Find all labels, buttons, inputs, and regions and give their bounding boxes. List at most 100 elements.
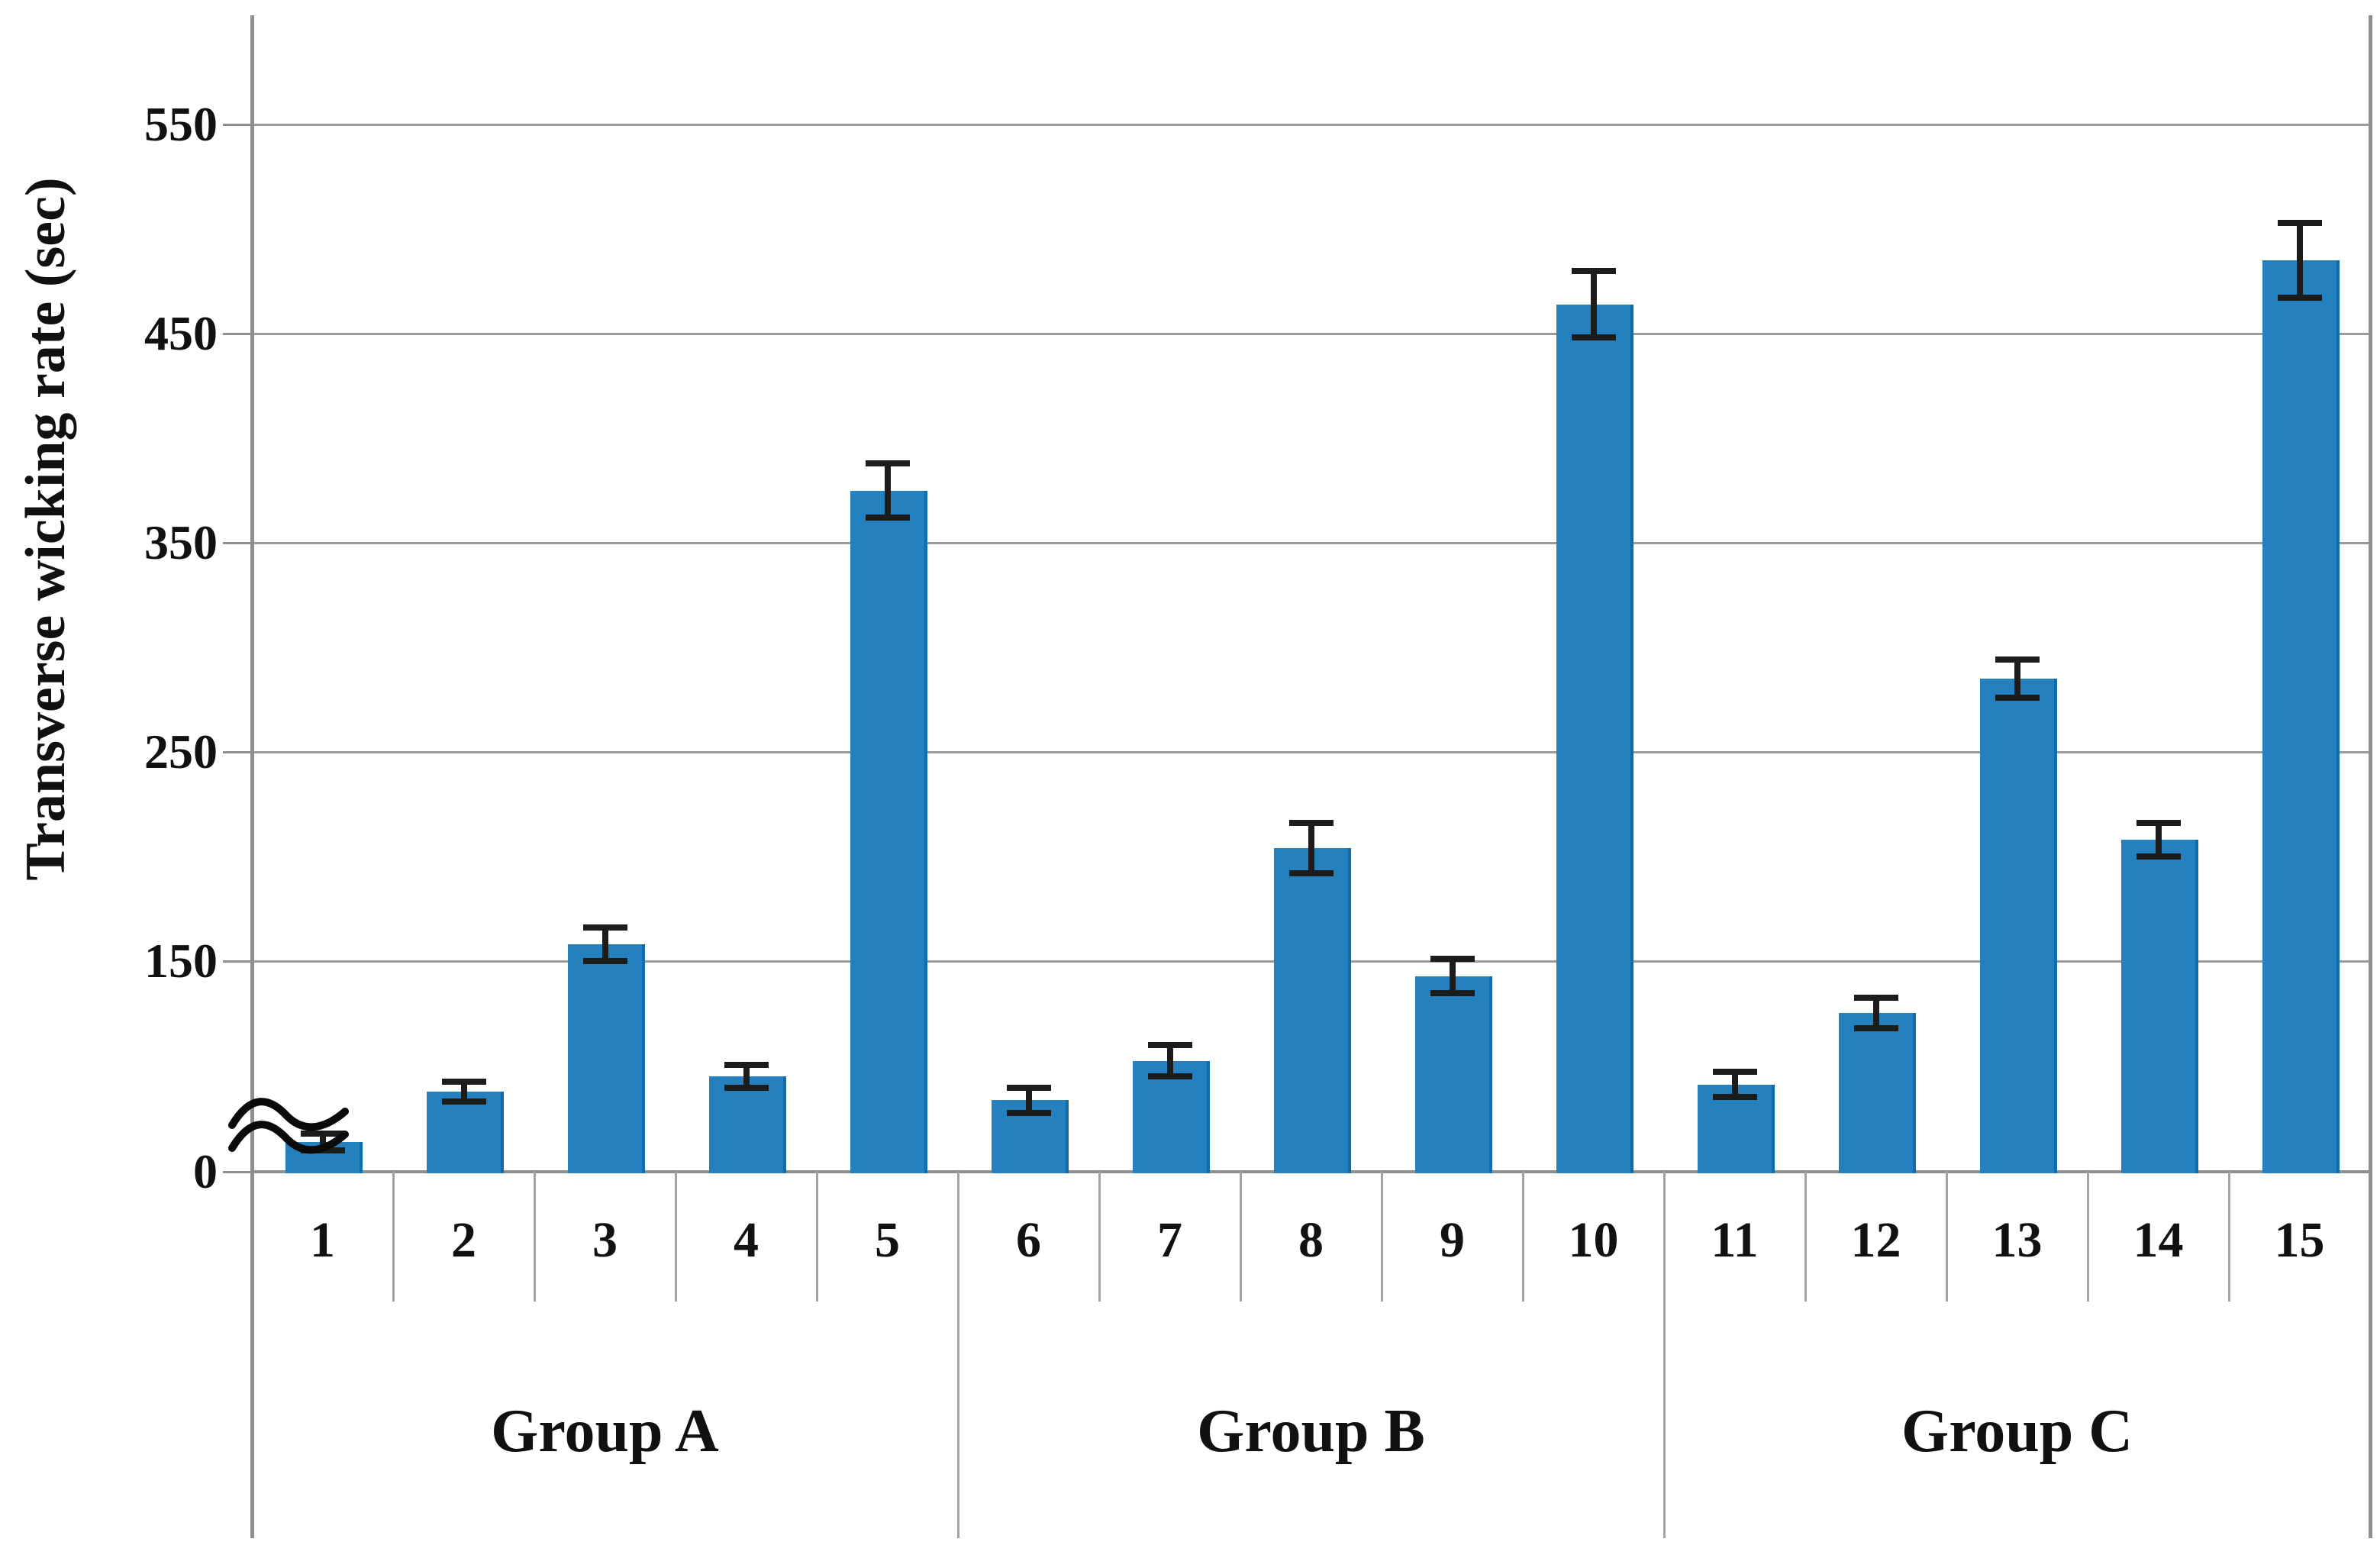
- y-axis-line: [250, 15, 254, 1538]
- y-tick-label-550: 550: [144, 97, 218, 151]
- x-cell-separator: [2228, 1172, 2230, 1302]
- bar-15: [2262, 260, 2340, 1173]
- right-border-line: [2369, 15, 2372, 1538]
- x-cell-separator: [1381, 1172, 1383, 1302]
- gridline-550: [252, 124, 2370, 126]
- error-bar-8: [1308, 823, 1314, 873]
- x-label-10: 10: [1568, 1212, 1619, 1268]
- error-bar-bottom-cap-2: [441, 1098, 486, 1105]
- error-bar-bottom-cap-13: [1995, 694, 2040, 701]
- error-bar-top-cap-10: [1571, 267, 1616, 274]
- error-bar-top-cap-2: [441, 1079, 486, 1086]
- error-bar-top-cap-15: [2277, 219, 2322, 226]
- bar-3: [568, 944, 645, 1173]
- error-bar-bottom-cap-5: [865, 515, 910, 521]
- y-tick-label-450: 450: [144, 306, 218, 360]
- error-bar-top-cap-14: [2136, 820, 2181, 827]
- x-cell-separator: [534, 1172, 536, 1302]
- x-cell-separator: [1804, 1172, 1807, 1302]
- error-bar-12: [1872, 997, 1879, 1029]
- error-bar-15: [2296, 222, 2303, 298]
- error-bar-bottom-cap-14: [2136, 853, 2181, 860]
- x-cell-separator: [1946, 1172, 1948, 1302]
- bar-8: [1274, 848, 1351, 1173]
- x-label-4: 4: [734, 1212, 759, 1268]
- x-cell-separator: [392, 1172, 395, 1302]
- error-bar-bottom-cap-10: [1571, 334, 1616, 341]
- group-boundary-line: [1663, 1172, 1666, 1538]
- error-bar-top-cap-3: [582, 924, 627, 931]
- error-bar-5: [884, 463, 891, 518]
- y-tick-150: [223, 960, 252, 963]
- error-bar-3: [601, 927, 608, 961]
- error-bar-bottom-cap-3: [582, 958, 627, 964]
- y-tick-350: [223, 542, 252, 544]
- y-tick-550: [223, 124, 252, 126]
- bar-14: [2121, 840, 2198, 1173]
- x-label-1: 1: [310, 1212, 335, 1268]
- x-label-3: 3: [592, 1212, 618, 1268]
- error-bar-top-cap-5: [865, 460, 910, 466]
- x-cell-separator: [1522, 1172, 1524, 1302]
- error-bar-top-cap-9: [1430, 956, 1475, 963]
- bar-13: [1980, 679, 2057, 1173]
- error-bar-top-cap-6: [1006, 1084, 1051, 1091]
- error-bar-6: [1025, 1087, 1032, 1113]
- error-bar-bottom-cap-12: [1853, 1025, 1898, 1032]
- bar-2: [427, 1092, 504, 1173]
- gridline-450: [252, 333, 2370, 335]
- bar-10: [1556, 304, 1633, 1173]
- x-label-2: 2: [451, 1212, 476, 1268]
- group-label-b: Group B: [1197, 1398, 1425, 1465]
- error-bar-top-cap-4: [724, 1062, 769, 1069]
- bar-12: [1839, 1013, 1916, 1173]
- x-label-15: 15: [2274, 1212, 2325, 1268]
- error-bar-top-cap-1: [300, 1131, 345, 1137]
- error-bar-10: [1590, 270, 1597, 338]
- x-label-13: 13: [1991, 1212, 2043, 1268]
- error-bar-bottom-cap-8: [1288, 869, 1334, 876]
- bar-4: [709, 1076, 786, 1173]
- error-bar-top-cap-8: [1288, 820, 1334, 827]
- group-label-a: Group A: [491, 1398, 719, 1465]
- y-tick-label-150: 150: [144, 934, 218, 988]
- x-label-5: 5: [875, 1212, 900, 1268]
- bar-7: [1133, 1060, 1210, 1173]
- error-bar-top-cap-11: [1712, 1069, 1757, 1076]
- error-bar-top-cap-7: [1147, 1042, 1192, 1049]
- y-tick-250: [223, 751, 252, 753]
- x-label-8: 8: [1298, 1212, 1324, 1268]
- gridline-350: [252, 542, 2370, 544]
- y-tick-label-0: 0: [193, 1144, 218, 1198]
- error-bar-7: [1166, 1045, 1173, 1076]
- x-cell-separator: [1098, 1172, 1101, 1302]
- error-bar-bottom-cap-15: [2277, 295, 2322, 302]
- x-label-9: 9: [1440, 1212, 1465, 1268]
- x-label-7: 7: [1157, 1212, 1182, 1268]
- error-bar-11: [1731, 1072, 1738, 1098]
- error-bar-4: [743, 1065, 750, 1088]
- error-bar-9: [1449, 959, 1456, 994]
- x-cell-separator: [1240, 1172, 1242, 1302]
- error-bar-top-cap-12: [1853, 994, 1898, 1001]
- error-bar-bottom-cap-7: [1147, 1073, 1192, 1079]
- x-label-11: 11: [1711, 1212, 1759, 1268]
- y-tick-0: [223, 1171, 252, 1173]
- x-label-6: 6: [1016, 1212, 1041, 1268]
- error-bar-1: [319, 1134, 326, 1151]
- bar-9: [1415, 976, 1492, 1173]
- x-cell-separator: [2087, 1172, 2089, 1302]
- group-label-c: Group C: [1901, 1398, 2133, 1465]
- error-bar-bottom-cap-6: [1006, 1109, 1051, 1116]
- gridline-250: [252, 751, 2370, 753]
- error-bar-bottom-cap-11: [1712, 1094, 1757, 1101]
- group-boundary-line: [957, 1172, 959, 1538]
- bar-6: [992, 1100, 1069, 1173]
- bar-5: [850, 490, 927, 1173]
- error-bar-14: [2155, 823, 2162, 856]
- error-bar-bottom-cap-4: [724, 1084, 769, 1091]
- y-tick-450: [223, 333, 252, 335]
- x-cell-separator: [675, 1172, 677, 1302]
- error-bar-2: [460, 1082, 467, 1102]
